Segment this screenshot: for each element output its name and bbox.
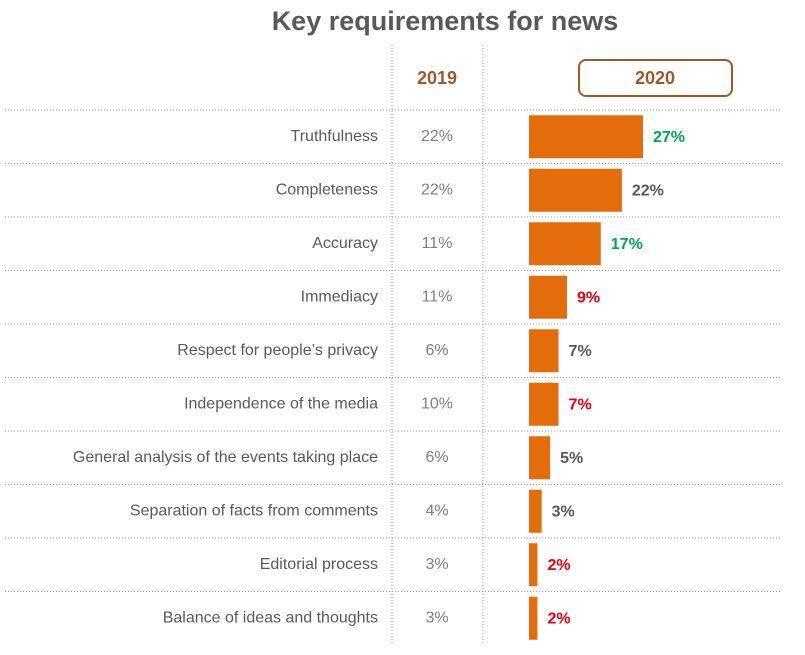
category-label: Completeness	[276, 181, 378, 198]
bar-label: 9%	[577, 289, 600, 306]
bar	[529, 543, 538, 587]
bar	[529, 596, 538, 640]
bar	[529, 222, 601, 266]
value-2019: 3%	[425, 556, 448, 573]
bar-label: 3%	[552, 503, 575, 520]
category-label: Balance of ideas and thoughts	[163, 609, 378, 626]
category-label: Independence of the media	[184, 395, 378, 412]
chart-title: Key requirements for news	[272, 6, 619, 36]
value-2019: 11%	[422, 288, 453, 305]
highlight-box	[578, 59, 733, 97]
category-label: Respect for people’s privacy	[177, 342, 378, 359]
value-2019: 22%	[421, 181, 453, 198]
bar-label: 7%	[569, 396, 592, 413]
category-label: Editorial process	[260, 556, 378, 573]
bar	[529, 275, 567, 319]
bar-label: 27%	[653, 129, 685, 146]
bar-label: 2%	[547, 557, 570, 574]
bar	[529, 115, 643, 159]
column-header: 2019	[417, 68, 457, 88]
bar-label: 7%	[569, 343, 592, 360]
value-2019: 6%	[425, 449, 448, 466]
column-header: 2020	[635, 68, 675, 88]
bar-label: 5%	[560, 450, 583, 467]
category-label: Accuracy	[312, 235, 378, 252]
category-label: General analysis of the events taking pl…	[73, 449, 378, 466]
value-2019: 3%	[425, 609, 448, 626]
value-2019: 6%	[425, 342, 448, 359]
category-label: Immediacy	[301, 288, 378, 305]
bar-label: 22%	[632, 182, 664, 199]
bar-label: 2%	[547, 610, 570, 627]
value-2019: 10%	[421, 395, 453, 412]
value-2019: 4%	[425, 502, 448, 519]
bar	[529, 489, 542, 533]
value-2019: 11%	[422, 235, 453, 252]
bar	[529, 168, 622, 212]
category-label: Truthfulness	[291, 128, 378, 145]
bar	[529, 436, 551, 480]
category-label: Separation of facts from comments	[130, 502, 378, 519]
value-2019: 22%	[421, 128, 453, 145]
bar-label: 17%	[611, 236, 643, 253]
bar	[529, 329, 559, 373]
bar	[529, 382, 559, 426]
